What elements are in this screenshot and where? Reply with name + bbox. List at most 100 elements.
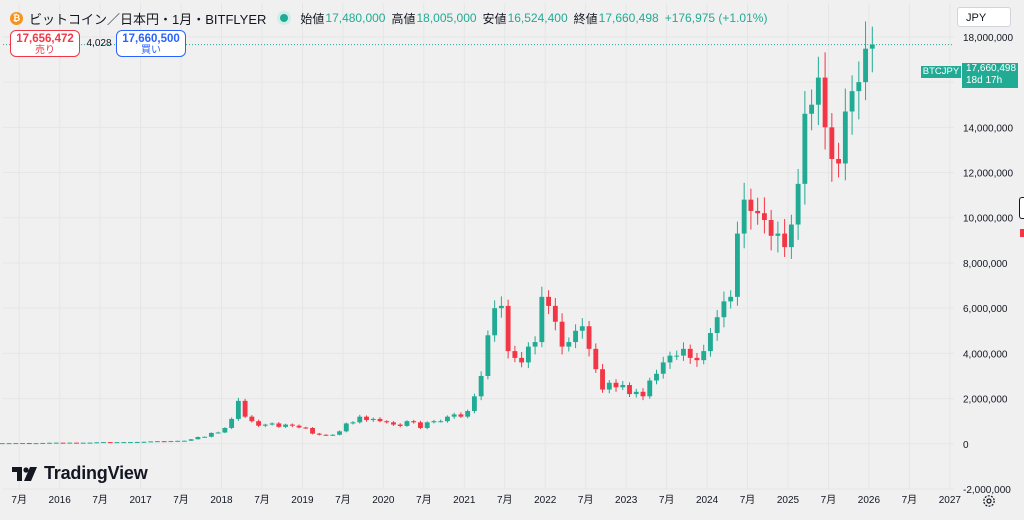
candle-body: [869, 44, 875, 49]
candle-body: [681, 348, 686, 356]
candle-body: [303, 427, 309, 429]
candle-body: [418, 422, 423, 428]
x-tick-label: 7月: [92, 494, 108, 506]
candle-body: [815, 77, 821, 105]
x-tick-label: 7月: [821, 494, 837, 506]
sidebar-toggle[interactable]: [1019, 197, 1024, 219]
candle-body: [627, 385, 632, 395]
x-tick-label: 2026: [858, 495, 881, 506]
candle-body: [168, 441, 174, 443]
candle-body: [836, 158, 842, 164]
candle-body: [687, 348, 693, 358]
candle-body: [748, 199, 754, 211]
time-scale[interactable]: [3, 489, 1020, 513]
candle-body: [532, 342, 538, 347]
y-tick-label: -2,000,000: [963, 485, 1011, 496]
candle-body: [33, 443, 39, 445]
settings-gear-icon[interactable]: [982, 494, 996, 508]
bitcoin-icon[interactable]: ₿: [10, 11, 23, 25]
candle-body: [242, 400, 248, 417]
sell-button[interactable]: 17,656,472 売り: [10, 30, 80, 57]
candle-body: [343, 423, 349, 432]
candle-body: [67, 442, 73, 444]
alert-marker[interactable]: [1020, 229, 1024, 237]
y-tick-label: 8,000,000: [963, 259, 1008, 270]
candle-body: [708, 333, 713, 352]
tradingview-logo-icon: [12, 466, 37, 481]
high-label: 高値: [391, 11, 416, 26]
candle-body: [734, 233, 740, 297]
candle-body: [364, 416, 369, 421]
grid: [3, 3, 954, 490]
candle-body: [101, 442, 106, 444]
candle-body: [195, 437, 201, 440]
y-tick-label: 14,000,000: [963, 123, 1013, 134]
candle-body: [13, 443, 19, 445]
candle-body: [633, 391, 639, 395]
candle-body: [276, 423, 282, 427]
candle-body: [471, 396, 477, 412]
x-tick-label: 2023: [615, 495, 638, 506]
x-tick-label: 2018: [210, 495, 233, 506]
candle-body: [761, 213, 767, 221]
candle-body: [94, 442, 100, 444]
candle-body: [674, 355, 680, 357]
candle-body: [546, 296, 552, 306]
candle-body: [350, 422, 356, 424]
candle-body: [552, 305, 558, 322]
candle-body: [330, 434, 336, 436]
symbol-price-label: BTCJPY: [921, 66, 961, 78]
open-label: 始値: [300, 11, 325, 26]
candle-body: [863, 48, 868, 83]
buy-price: 17,660,500: [122, 33, 180, 45]
candle-body: [539, 296, 545, 343]
candle-body: [121, 442, 127, 444]
y-tick-label: 12,000,000: [963, 169, 1013, 180]
candle-body: [148, 441, 154, 443]
candle-body: [384, 421, 390, 423]
candle-body: [647, 380, 653, 397]
candle-body: [128, 442, 133, 444]
candle-body: [161, 441, 167, 443]
candle-body: [566, 342, 572, 347]
candle-body: [849, 91, 855, 112]
plot-area[interactable]: [3, 3, 954, 489]
candle-body: [316, 433, 322, 435]
candle-body: [397, 424, 403, 426]
candle-body: [573, 330, 578, 343]
candle-body: [519, 357, 525, 363]
candle-body: [107, 442, 113, 444]
candle-body: [822, 77, 828, 128]
x-tick-label: 2019: [291, 495, 314, 506]
candle-body: [613, 382, 619, 388]
candle-body: [114, 442, 120, 444]
candle-body: [498, 305, 504, 309]
candle-body: [755, 210, 761, 214]
x-tick-label: 2020: [372, 495, 395, 506]
buy-button[interactable]: 17,660,500 買い: [116, 30, 186, 57]
candle-body: [451, 414, 457, 417]
market-status-icon[interactable]: [280, 14, 289, 22]
candle-body: [256, 421, 262, 426]
low-label: 安値: [482, 11, 507, 26]
candle-body: [181, 440, 187, 442]
x-tick-label: 7月: [659, 494, 675, 506]
candle-body: [134, 441, 140, 443]
candle-body: [809, 104, 815, 114]
candle-body: [559, 321, 565, 347]
tradingview-logo[interactable]: TradingView: [12, 463, 148, 484]
candle-body: [485, 335, 491, 376]
last-price-label: 17,660,498 18d 17h: [962, 63, 1018, 88]
y-tick-label: 0: [963, 440, 969, 451]
candle-body: [249, 416, 255, 422]
high-value: 18,005,000: [416, 11, 477, 25]
x-tick-label: 7月: [497, 494, 513, 506]
currency-selector[interactable]: JPY: [957, 7, 1011, 27]
x-tick-label: 7月: [173, 494, 189, 506]
symbol-title[interactable]: ビットコイン／日本円・1月・BITFLYER: [29, 11, 267, 27]
candle-body: [694, 357, 700, 361]
candle-body: [640, 391, 646, 397]
candle-body: [26, 443, 32, 445]
candle-body: [667, 355, 673, 363]
